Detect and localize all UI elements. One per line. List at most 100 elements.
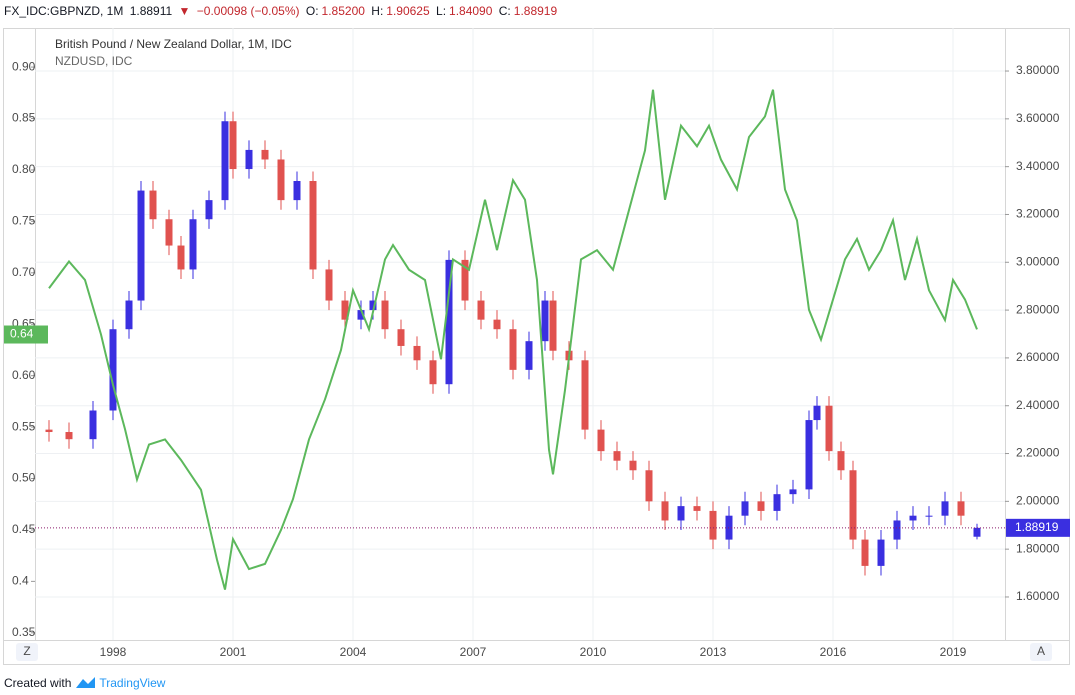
high-value: 1.90625	[386, 4, 430, 18]
candle-body	[261, 149, 269, 160]
candle-body	[229, 121, 237, 170]
y-tick-label: 0.55	[12, 419, 36, 433]
candle-body	[177, 245, 185, 270]
candle-body	[509, 329, 517, 370]
candle-body	[293, 181, 301, 201]
y2-tick-label: 2.20000	[1016, 446, 1060, 460]
candle-body	[109, 329, 117, 411]
candle-body	[461, 259, 469, 301]
candle-body	[205, 200, 213, 220]
candle-body	[629, 460, 637, 471]
footer: Created with TradingView	[4, 676, 165, 690]
last-value-box	[4, 325, 48, 344]
candle-body	[45, 429, 53, 433]
y2-tick-label: 2.40000	[1016, 398, 1060, 412]
candle-body	[805, 420, 813, 490]
candle-body	[277, 159, 285, 201]
x-tick-label: 2019	[940, 645, 967, 659]
footer-brand[interactable]: TradingView	[99, 676, 166, 690]
change: −0.00098 (−0.05%)	[196, 4, 300, 18]
y-tick-label: 0.80	[12, 162, 36, 176]
y2-tick-label: 2.80000	[1016, 302, 1060, 316]
button-a[interactable]	[1030, 643, 1052, 661]
logo	[76, 677, 96, 688]
candle-body	[149, 190, 157, 220]
y-tick-label: 0.45	[12, 522, 36, 536]
candle-body	[773, 494, 781, 511]
y-tick-label: 0.75	[12, 214, 36, 228]
y2-tick-label: 1.60000	[1016, 589, 1060, 603]
low-label: L:	[436, 4, 447, 18]
change-arrow: ▼	[178, 4, 191, 18]
footer-text: Created with	[4, 676, 72, 690]
candle-body	[357, 310, 365, 320]
y2-tick-label: 3.80000	[1016, 63, 1060, 77]
y2-tick-label: 3.40000	[1016, 159, 1060, 173]
open-label: O:	[305, 4, 319, 18]
high-label: H:	[371, 4, 384, 18]
candle-body	[381, 300, 389, 330]
y2-tick-label: 2.60000	[1016, 350, 1060, 364]
candle-body	[429, 360, 437, 385]
x-tick-label: 1998	[100, 645, 127, 659]
candle-body	[877, 539, 885, 566]
line-series	[48, 89, 978, 590]
candle-body	[413, 345, 421, 361]
candle-body	[65, 432, 73, 440]
y2-tick-label: 3.20000	[1016, 207, 1060, 221]
candle-body	[813, 405, 821, 421]
candle-body	[597, 429, 605, 452]
y2-tick-label: 2.00000	[1016, 494, 1060, 508]
y-tick-label: 0.4	[12, 574, 29, 588]
x-axis-frame	[3, 640, 1070, 665]
x-tick-label: 2016	[820, 645, 847, 659]
logo-shape	[76, 677, 96, 688]
candle-body	[741, 501, 749, 516]
candle-body	[245, 149, 253, 170]
candle-body	[677, 506, 685, 521]
candle-body	[757, 501, 765, 511]
button-a-label[interactable]: A	[1037, 644, 1045, 658]
candle-body	[849, 470, 857, 540]
candle-body	[825, 405, 833, 452]
header: FX_IDC:GBPNZD, 1M 1.88911 ▼ −0.00098 (−0…	[4, 4, 560, 18]
candle-body	[221, 121, 229, 201]
candle-body	[693, 506, 701, 511]
y2-tick-label: 3.00000	[1016, 254, 1060, 268]
x-tick-label: 2004	[340, 645, 367, 659]
candle-body	[309, 181, 317, 270]
y2-tick-label: 3.60000	[1016, 111, 1060, 125]
candle-body	[369, 300, 377, 311]
candle-body	[645, 470, 653, 502]
candle-body	[941, 501, 949, 516]
candle-body	[477, 300, 485, 320]
x-tick-label: 2001	[220, 645, 247, 659]
low-value: 1.84090	[449, 4, 493, 18]
candle-body	[789, 489, 797, 495]
candle-body	[549, 300, 557, 351]
y-tick-label: 0.90	[12, 59, 36, 73]
candle-body	[325, 269, 333, 301]
candle-body	[525, 341, 533, 370]
candle-body	[925, 515, 933, 517]
candle-body	[893, 520, 901, 540]
y2-tick-label: 1.80000	[1016, 541, 1060, 555]
candle-body	[397, 329, 405, 346]
last-price: 1.88911	[129, 4, 173, 18]
chart: Z A 1998 2001 2004 2007 2010 2013 2016 2019 1.60…	[3, 28, 1070, 665]
candle-body	[909, 515, 917, 521]
close-label: C:	[498, 4, 511, 18]
candle-body	[973, 527, 981, 537]
candle-body	[445, 259, 453, 385]
symbol: FX_IDC:GBPNZD, 1M	[4, 4, 124, 18]
candle-body	[493, 319, 501, 330]
button-z[interactable]	[16, 643, 38, 661]
button-z-label[interactable]: Z	[23, 644, 30, 658]
candle-body	[125, 300, 133, 330]
candle-body	[189, 219, 197, 270]
candle-body	[709, 510, 717, 540]
x-tick-label: 2013	[700, 645, 727, 659]
last-value-label: 0.64	[10, 327, 34, 341]
candle-body	[837, 451, 845, 471]
candle-body	[341, 300, 349, 320]
